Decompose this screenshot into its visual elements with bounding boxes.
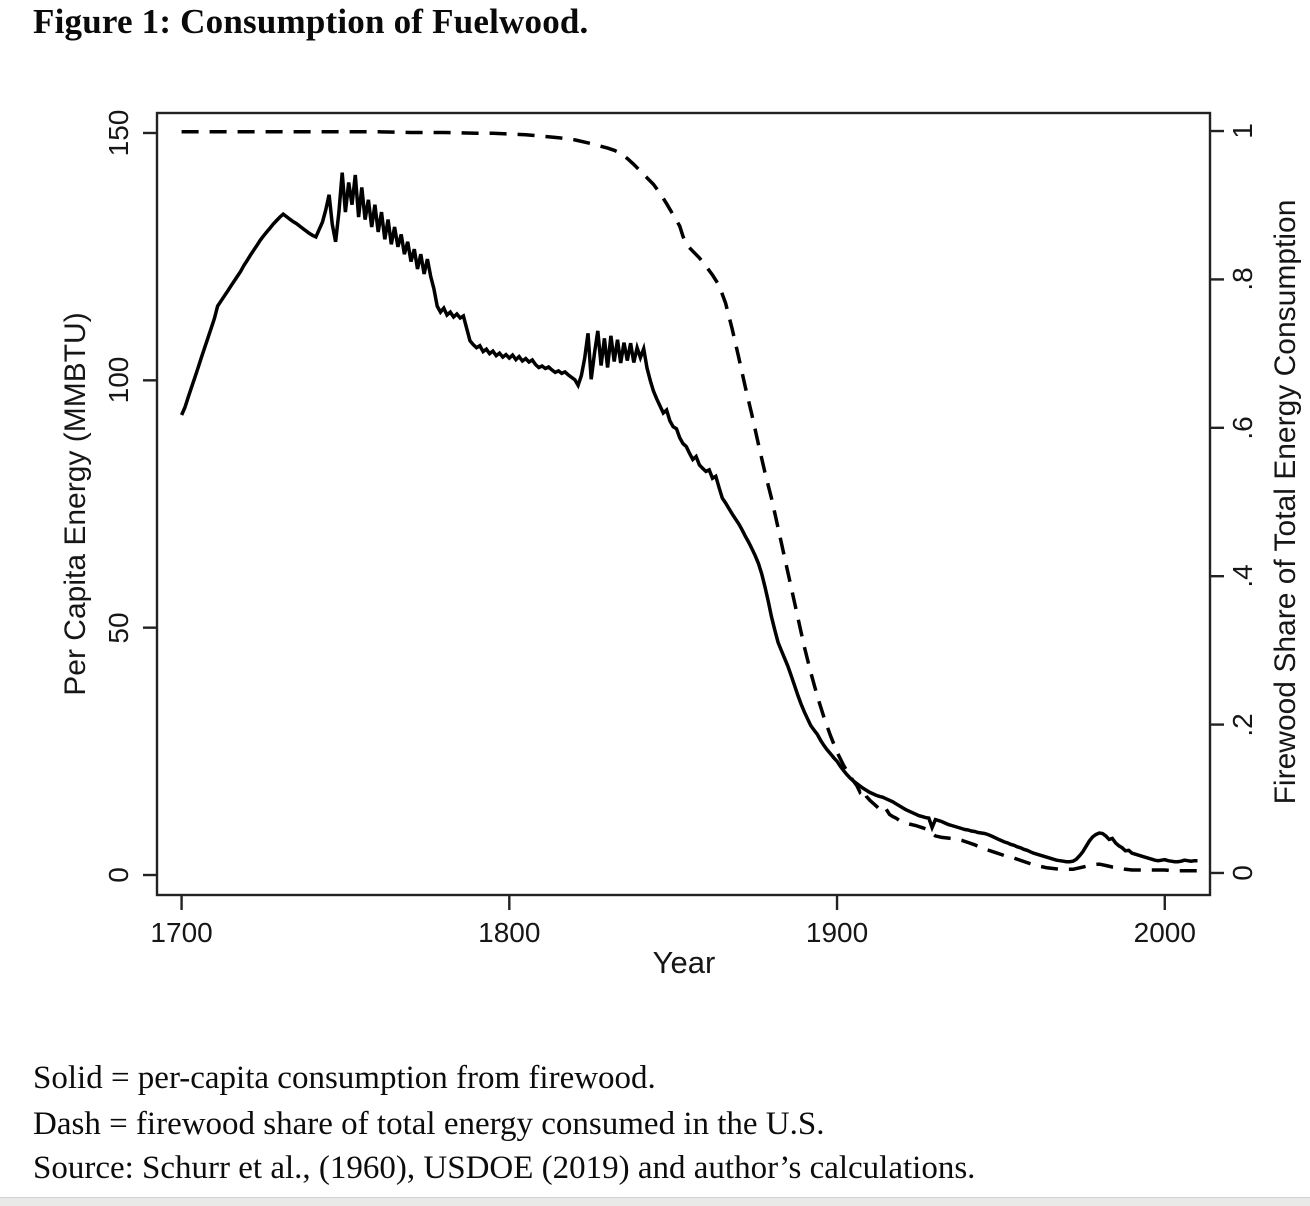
solid-series-line [179, 172, 1198, 864]
left-axis-tick-label: 150 [103, 109, 134, 157]
right-axis-tick-label: .2 [1227, 712, 1258, 737]
right-axis-tick-label: 0 [1227, 865, 1258, 881]
caption-line-dash: Dash = firewood share of total energy co… [33, 1106, 825, 1142]
left-axis-tick-label: 0 [103, 867, 134, 883]
x-axis-tick-label: 2000 [1133, 917, 1196, 948]
left-axis-tick-label: 50 [103, 612, 134, 644]
left-axis-title: Per Capita Energy (MMBTU) [59, 312, 92, 696]
plot-box [155, 111, 1212, 897]
left-axis-tick-label: 100 [103, 356, 134, 404]
dashed-series-line [181, 130, 1198, 873]
x-axis-title: Year [652, 945, 716, 980]
right-axis-tick-label: .4 [1227, 564, 1258, 588]
x-axis-tick-label: 1700 [150, 917, 213, 948]
caption-line-source: Source: Schurr et al., (1960), USDOE (20… [33, 1150, 976, 1186]
figure-title: Figure 1: Consumption of Fuelwood. [33, 2, 589, 41]
page-bottom-strip [0, 1197, 1310, 1206]
x-axis-tick-label: 1800 [478, 917, 541, 948]
caption-line-solid: Solid = per-capita consumption from fire… [33, 1060, 656, 1096]
x-axis-tick-label: 1900 [805, 917, 869, 948]
right-axis-tick-label: .8 [1227, 267, 1258, 292]
right-axis-title: Firewood Share of Total Energy Consumpti… [1269, 199, 1302, 805]
fuelwood-consumption-chart: Per Capita Energy (MMBTU) Firewood Share… [59, 109, 1302, 980]
right-axis-tick-label: .6 [1227, 416, 1258, 440]
chart-canvas [143, 111, 1224, 910]
right-axis-tick-label: 1 [1227, 123, 1258, 139]
